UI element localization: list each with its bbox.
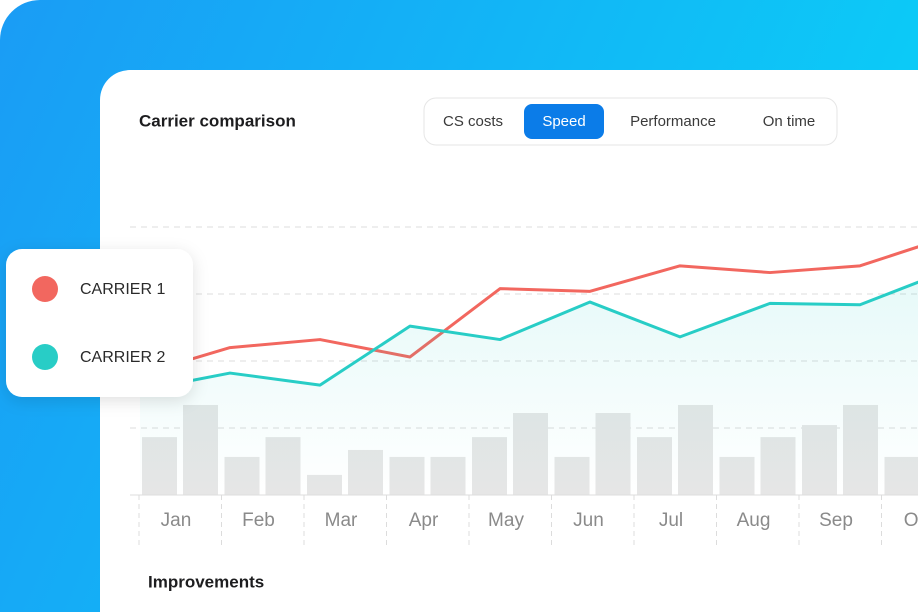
line — [139, 280, 918, 392]
legend-label: CARRIER 1 — [80, 281, 165, 298]
tab[interactable]: CS costs — [443, 113, 503, 130]
x-tick-label: Aug — [737, 510, 771, 531]
tab[interactable]: Speed — [542, 113, 585, 130]
x-tick-label: Jan — [161, 510, 192, 531]
tab-active-bg — [524, 104, 604, 139]
tab[interactable]: Performance — [630, 113, 716, 130]
x-tick-label: Sep — [819, 510, 853, 531]
tab[interactable]: On time — [763, 113, 816, 130]
legend-marker — [32, 344, 58, 370]
card-title: Carrier comparison — [139, 111, 296, 130]
area — [140, 282, 918, 495]
x-tick-label: Jun — [573, 510, 604, 531]
x-tick-label: Oct — [904, 510, 918, 531]
x-tick-label: Feb — [242, 510, 275, 531]
legend-marker — [32, 276, 58, 302]
x-tick-label: May — [488, 510, 524, 531]
line — [139, 245, 918, 376]
x-tick-label: Jul — [659, 510, 683, 531]
section-title: Improvements — [148, 572, 264, 591]
x-tick-label: Apr — [409, 510, 439, 531]
plot: Jan Feb Mar Apr May Jun Jul Aug Sep Oct — [130, 226, 918, 548]
legend-label: CARRIER 2 — [80, 349, 165, 366]
legend — [6, 249, 193, 397]
x-tick-label: Mar — [325, 510, 358, 531]
